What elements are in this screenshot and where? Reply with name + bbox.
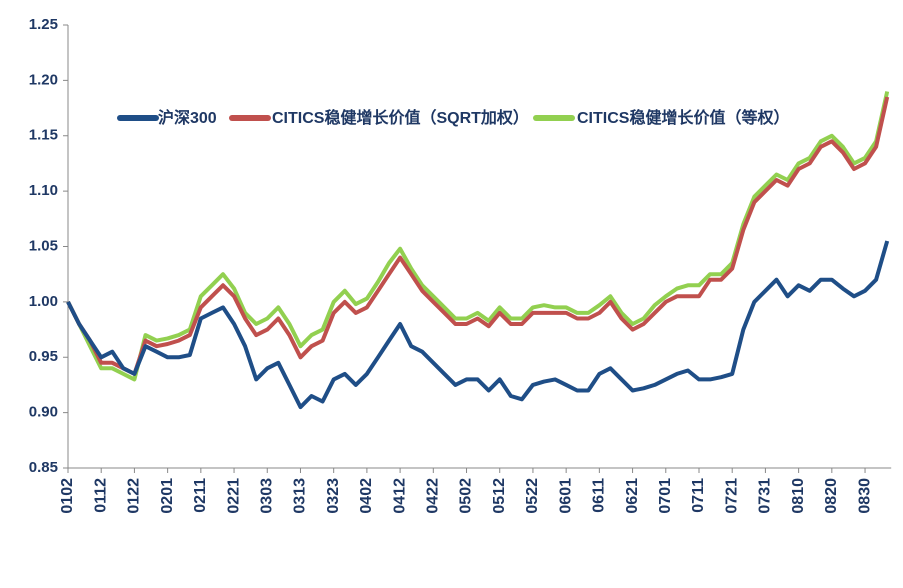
series-line — [66, 240, 890, 410]
legend-label: CITICS稳健增长价值（SQRT加权） — [272, 108, 529, 127]
y-tick-label: 1.20 — [29, 71, 58, 88]
series-line — [66, 96, 890, 376]
x-tick-label: 0711 — [690, 478, 707, 513]
y-tick-label: 0.85 — [29, 459, 58, 476]
series-line — [66, 91, 890, 382]
x-tick-label: 0313 — [292, 478, 309, 514]
y-tick-label: 1.15 — [29, 127, 58, 144]
y-tick-label: 1.10 — [29, 182, 58, 199]
legend-label: CITICS稳健增长价值（等权） — [577, 108, 789, 127]
y-tick-label: 0.90 — [29, 404, 58, 421]
y-tick-label: 1.25 — [29, 16, 58, 33]
x-tick-label: 0201 — [159, 478, 176, 514]
x-tick-label: 0512 — [491, 478, 508, 514]
x-tick-label: 0820 — [823, 478, 840, 514]
y-tick-label: 1.05 — [29, 237, 58, 254]
x-tick-label: 0830 — [856, 478, 873, 514]
x-tick-label: 0221 — [225, 478, 242, 514]
x-tick-label: 0112 — [92, 478, 109, 513]
x-tick-label: 0211 — [192, 478, 209, 513]
x-tick-label: 0303 — [258, 478, 275, 514]
y-tick-label: 0.95 — [29, 348, 58, 365]
x-tick-label: 0122 — [126, 478, 143, 514]
y-tick-label: 1.00 — [29, 293, 58, 310]
x-tick-label: 0412 — [391, 478, 408, 514]
x-tick-label: 0422 — [425, 478, 442, 514]
x-tick-label: 0611 — [591, 478, 608, 513]
x-tick-label: 0102 — [59, 478, 76, 514]
x-tick-label: 0402 — [358, 478, 375, 514]
x-tick-label: 0502 — [458, 478, 475, 514]
legend-label: 沪深300 — [158, 108, 217, 127]
x-tick-label: 0731 — [757, 478, 774, 514]
x-tick-label: 0721 — [723, 478, 740, 514]
x-tick-label: 0810 — [790, 478, 807, 514]
x-tick-label: 0601 — [557, 478, 574, 514]
x-tick-label: 0621 — [624, 478, 641, 514]
x-tick-label: 0323 — [325, 478, 342, 514]
x-tick-label: 0522 — [524, 478, 541, 514]
x-tick-label: 0701 — [657, 478, 674, 514]
